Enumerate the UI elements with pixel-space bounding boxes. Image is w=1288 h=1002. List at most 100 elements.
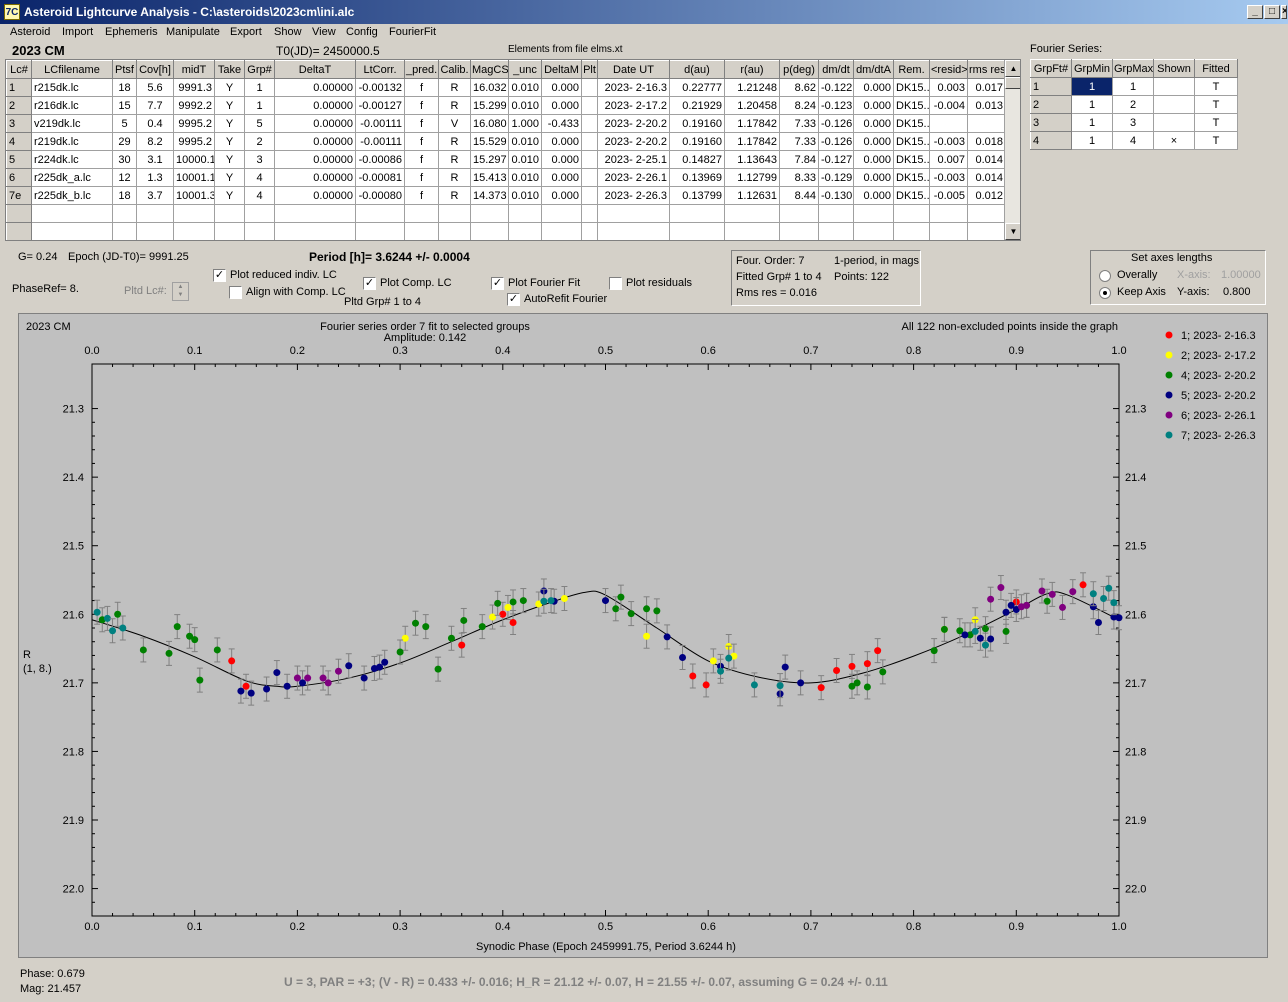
lc-col-header[interactable]: p(deg) xyxy=(779,60,819,79)
lc-cell[interactable] xyxy=(31,204,113,223)
lc-cell[interactable] xyxy=(581,132,598,151)
lc-cell[interactable]: 12 xyxy=(112,168,137,187)
lc-cell[interactable]: 0.000 xyxy=(853,114,894,133)
lc-cell[interactable]: 18 xyxy=(112,186,137,205)
lc-cell[interactable] xyxy=(893,204,930,223)
lc-cell[interactable]: -0.00132 xyxy=(355,78,405,97)
lc-cell[interactable]: 0.000 xyxy=(541,168,582,187)
lc-cell[interactable]: r224dk.lc xyxy=(31,150,113,169)
lc-cell[interactable] xyxy=(274,204,356,223)
lc-cell[interactable]: 1 xyxy=(244,96,275,115)
lc-col-header[interactable]: <resid> xyxy=(929,60,968,79)
lc-cell[interactable]: 9992.2 xyxy=(173,96,215,115)
lc-cell[interactable]: 1.17842 xyxy=(724,114,780,133)
lc-cell[interactable] xyxy=(779,204,819,223)
lc-cell[interactable]: DK15... xyxy=(893,132,930,151)
lc-cell[interactable]: -0.00111 xyxy=(355,114,405,133)
maximize-button[interactable]: □ xyxy=(1264,5,1280,19)
lc-cell[interactable]: 2023- 2-20.2 xyxy=(597,132,670,151)
align-comp-checkbox[interactable] xyxy=(229,286,242,299)
lc-cell[interactable]: 14.373 xyxy=(470,186,509,205)
lc-cell[interactable]: -0.127 xyxy=(818,150,854,169)
lc-cell[interactable]: -0.003 xyxy=(929,168,968,187)
lc-cell[interactable]: 1.3 xyxy=(136,168,174,187)
lc-cell[interactable] xyxy=(470,204,509,223)
lc-cell[interactable]: f xyxy=(404,186,439,205)
lc-cell[interactable]: 4 xyxy=(244,186,275,205)
lc-cell[interactable]: 0.010 xyxy=(508,78,542,97)
fourier-row-header[interactable]: 2 xyxy=(1030,95,1072,114)
lc-col-header[interactable]: DeltaM xyxy=(541,60,582,79)
lc-cell[interactable]: 1.13643 xyxy=(724,150,780,169)
fourier-cell[interactable]: T xyxy=(1194,113,1238,132)
lc-cell[interactable]: 2023- 2-26.1 xyxy=(597,168,670,187)
lc-cell[interactable]: 15.299 xyxy=(470,96,509,115)
menu-fourierfit[interactable]: FourierFit xyxy=(389,26,437,38)
lc-cell[interactable]: 3 xyxy=(244,150,275,169)
lc-cell[interactable] xyxy=(355,204,405,223)
lc-col-header[interactable]: Rem. xyxy=(893,60,930,79)
lc-cell[interactable]: 0.19160 xyxy=(669,114,725,133)
lc-cell[interactable]: -0.00080 xyxy=(355,186,405,205)
lc-cell[interactable]: 0.018 xyxy=(967,132,1006,151)
lc-cell[interactable]: -0.126 xyxy=(818,114,854,133)
lc-cell[interactable] xyxy=(724,204,780,223)
lc-cell[interactable]: R xyxy=(438,96,471,115)
lc-cell[interactable]: -0.00081 xyxy=(355,168,405,187)
lc-cell[interactable]: f xyxy=(404,96,439,115)
lc-row-header[interactable]: 1 xyxy=(6,78,32,97)
lc-cell[interactable]: R xyxy=(438,78,471,97)
lc-cell[interactable] xyxy=(508,222,542,240)
plot-comp-checkbox[interactable]: ✓ xyxy=(363,277,376,290)
lc-cell[interactable]: 0.000 xyxy=(853,150,894,169)
plot-reduced-checkbox[interactable]: ✓ xyxy=(213,269,226,282)
lc-cell[interactable]: 16.032 xyxy=(470,78,509,97)
lc-cell[interactable]: 30 xyxy=(112,150,137,169)
lc-cell[interactable] xyxy=(214,204,245,223)
pltd-lc-spinner[interactable]: ▲ ▼ xyxy=(172,282,189,301)
lc-cell[interactable] xyxy=(112,222,137,240)
y-axis-input[interactable]: 0.800 xyxy=(1223,286,1251,298)
lc-cell[interactable]: 0.000 xyxy=(853,96,894,115)
lc-cell[interactable]: 0.007 xyxy=(929,150,968,169)
lc-cell[interactable]: Y xyxy=(214,96,245,115)
fourier-cell[interactable]: T xyxy=(1194,131,1238,150)
lc-cell[interactable]: 9991.3 xyxy=(173,78,215,97)
lc-cell[interactable] xyxy=(581,96,598,115)
lc-cell[interactable] xyxy=(597,222,670,240)
menu-import[interactable]: Import xyxy=(62,26,94,38)
lc-cell[interactable]: DK15... xyxy=(893,150,930,169)
lc-cell[interactable] xyxy=(136,204,174,223)
fourier-cell[interactable]: 3 xyxy=(1112,113,1154,132)
lc-cell[interactable]: 2023- 2-25.1 xyxy=(597,150,670,169)
lc-cell[interactable] xyxy=(581,186,598,205)
lc-cell[interactable]: -0.004 xyxy=(929,96,968,115)
keep-axis-radio[interactable] xyxy=(1099,287,1111,299)
lc-col-header[interactable]: Plt xyxy=(581,60,598,79)
lc-cell[interactable]: 0.00000 xyxy=(274,114,356,133)
scroll-up-icon[interactable]: ▲ xyxy=(1005,60,1020,77)
lc-cell[interactable] xyxy=(724,222,780,240)
lc-cell[interactable]: -0.003 xyxy=(929,132,968,151)
lc-cell[interactable]: Y xyxy=(214,186,245,205)
lc-cell[interactable]: 0.014 xyxy=(967,168,1006,187)
lc-cell[interactable]: 0.00000 xyxy=(274,78,356,97)
title-bar[interactable]: 7C Asteroid Lightcurve Analysis - C:\ast… xyxy=(0,0,1288,24)
lc-cell[interactable]: 0.000 xyxy=(541,78,582,97)
lc-cell[interactable] xyxy=(508,204,542,223)
lc-cell[interactable]: 4 xyxy=(244,168,275,187)
lc-cell[interactable]: 1.000 xyxy=(508,114,542,133)
autorefit-checkbox[interactable]: ✓ xyxy=(507,293,520,306)
lc-cell[interactable] xyxy=(581,168,598,187)
lc-cell[interactable] xyxy=(818,204,854,223)
lc-cell[interactable] xyxy=(214,222,245,240)
lc-cell[interactable]: -0.126 xyxy=(818,132,854,151)
lc-cell[interactable]: -0.00127 xyxy=(355,96,405,115)
lc-cell[interactable]: 29 xyxy=(112,132,137,151)
lc-cell[interactable]: 1.20458 xyxy=(724,96,780,115)
lc-cell[interactable]: r225dk_b.lc xyxy=(31,186,113,205)
lc-cell[interactable]: 2 xyxy=(244,132,275,151)
lc-cell[interactable]: 9995.2 xyxy=(173,132,215,151)
